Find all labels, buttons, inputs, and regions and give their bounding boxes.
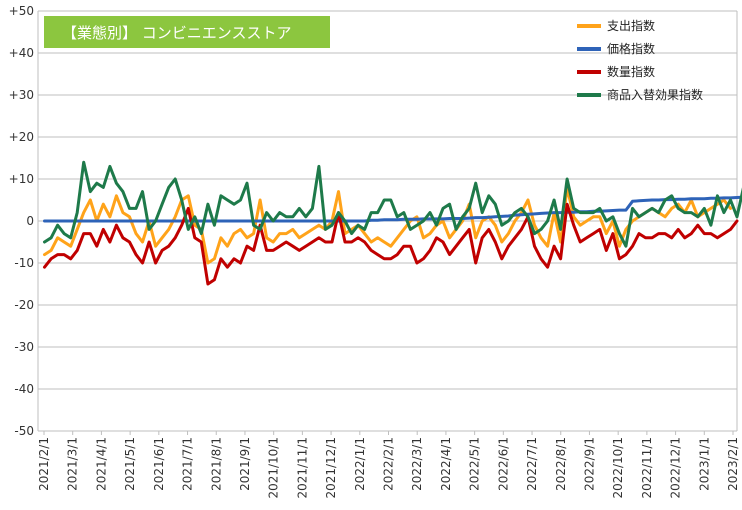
x-tick-label: 2022/8/1 (554, 437, 568, 491)
x-tick-label: 2021/2/1 (37, 437, 51, 491)
x-tick-label: 2021/6/1 (152, 437, 166, 491)
x-tick-label: 2022/10/1 (611, 437, 625, 499)
y-tick-label: 0 (26, 214, 34, 228)
y-tick-label: +30 (9, 88, 34, 102)
y-tick-label: +50 (9, 4, 34, 18)
series-line-3 (43, 160, 742, 248)
x-tick-label: 2022/5/1 (468, 437, 482, 491)
x-tick-label: 2022/3/1 (410, 437, 424, 491)
series-layer (43, 160, 742, 286)
legend-label: 支出指数 (607, 18, 655, 33)
legend-label: 商品入替効果指数 (607, 87, 703, 102)
x-tick-label: 2023/1/1 (697, 437, 711, 491)
series-line-0 (43, 185, 732, 265)
series-line-2 (43, 202, 739, 286)
x-tick-label: 2021/4/1 (94, 437, 108, 491)
chart-title: 【業態別】 コンビニエンスストア (62, 24, 291, 42)
x-tick-label: 2022/12/1 (669, 437, 683, 499)
x-tick-label: 2021/11/1 (295, 437, 309, 499)
x-tick-label: 2021/9/1 (238, 437, 252, 491)
y-tick-label: -20 (14, 298, 34, 312)
legend-label: 数量指数 (607, 64, 655, 79)
x-tick-label: 2022/4/1 (439, 437, 453, 491)
x-tick-label: 2023/2/1 (726, 437, 740, 491)
series-line-1 (43, 195, 742, 223)
x-tick-label: 2022/1/1 (353, 437, 367, 491)
x-tick-label: 2021/5/1 (123, 437, 137, 491)
x-tick-label: 2021/3/1 (66, 437, 80, 491)
y-tick-label: +40 (9, 46, 34, 60)
x-tick-label: 2021/10/1 (267, 437, 281, 499)
x-tick-label: 2021/7/1 (181, 437, 195, 491)
x-tick-label: 2022/11/1 (640, 437, 654, 499)
x-tick-label: 2022/7/1 (525, 437, 539, 491)
chart-title-background (44, 16, 330, 48)
x-tick-label: 2021/12/1 (324, 437, 338, 499)
chart-title-box: 【業態別】 コンビニエンスストア (44, 16, 330, 48)
y-tick-label: -10 (14, 256, 34, 270)
y-tick-label: +20 (9, 130, 34, 144)
y-tick-label: -40 (14, 382, 34, 396)
x-tick-label: 2021/8/1 (209, 437, 223, 491)
y-tick-label: +10 (9, 172, 34, 186)
x-tick-label: 2022/2/1 (382, 437, 396, 491)
legend-label: 価格指数 (607, 41, 655, 56)
y-tick-label: -50 (14, 424, 34, 438)
y-tick-label: -30 (14, 340, 34, 354)
x-tick-label: 2022/9/1 (582, 437, 596, 491)
x-tick-label: 2022/6/1 (496, 437, 510, 491)
